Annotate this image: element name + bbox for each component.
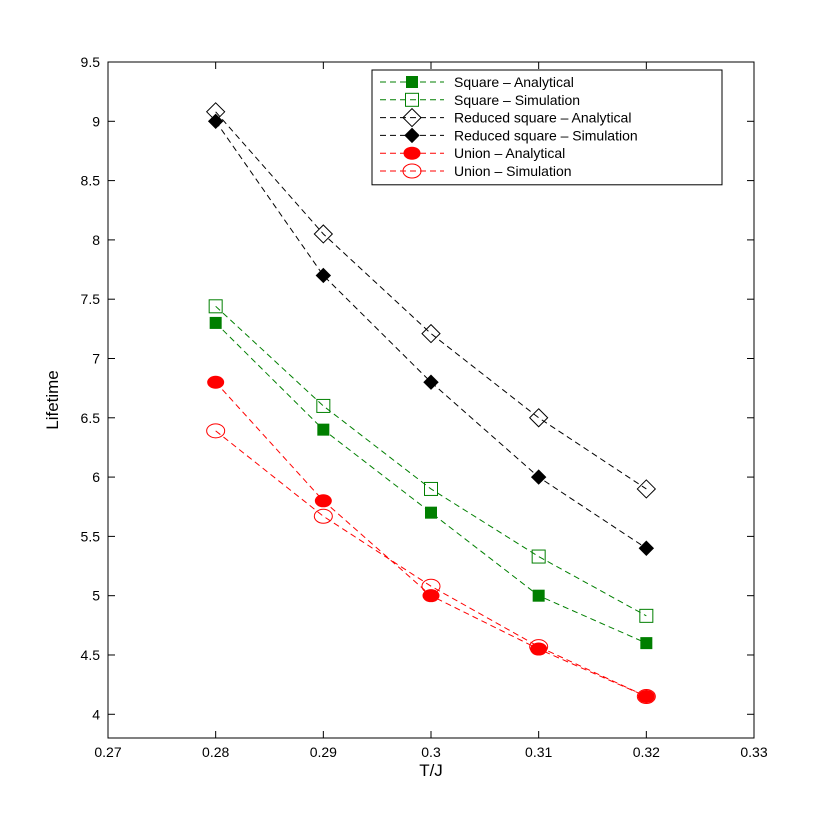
- series-layer: [205, 102, 657, 704]
- legend-label: Square – Simulation: [454, 92, 580, 108]
- y-tick-label: 7.5: [81, 291, 101, 307]
- data-point: [316, 398, 331, 413]
- legend-entry: Union – Simulation: [380, 163, 572, 179]
- y-tick-label: 6.5: [81, 410, 101, 426]
- data-point: [208, 299, 223, 314]
- series-0: [209, 316, 653, 650]
- data-point: [529, 639, 549, 655]
- y-tick-label: 8.5: [81, 173, 101, 189]
- data-point: [206, 423, 226, 439]
- data-point: [421, 323, 441, 344]
- series-2: [205, 102, 657, 499]
- legend-label: Reduced square – Simulation: [454, 127, 638, 143]
- data-point: [317, 423, 330, 436]
- data-point: [640, 637, 653, 650]
- series-3: [207, 113, 655, 556]
- series-1: [208, 299, 654, 623]
- y-tick-label: 7: [92, 350, 100, 366]
- axis-ticks: 0.27 0.28 0.29 0.3 0.31 0.32 0.33 4 4.5 5 5.5 6 6.5 7…: [81, 54, 768, 760]
- x-tick-label: 0.32: [633, 744, 660, 760]
- y-tick-label: 8: [92, 232, 100, 248]
- y-tick-label: 5.5: [81, 528, 101, 544]
- legend-entry: Square – Simulation: [380, 92, 580, 108]
- y-tick-label: 9: [92, 113, 100, 129]
- legend-entry: Reduced square – Analytical: [380, 107, 631, 128]
- series-line: [215, 322, 647, 644]
- series-line: [215, 121, 647, 549]
- x-tick-label: 0.27: [94, 744, 121, 760]
- legend-label: Reduced square – Analytical: [454, 110, 631, 126]
- legend-marker: [406, 76, 418, 88]
- legend-box: [371, 69, 723, 186]
- x-tick-label: 0.31: [525, 744, 552, 760]
- data-point: [315, 267, 332, 284]
- data-point: [528, 408, 549, 428]
- data-point: [636, 479, 657, 499]
- legend-marker: [402, 163, 422, 179]
- y-tick-label: 5: [92, 588, 100, 604]
- y-tick-label: 4: [92, 706, 100, 722]
- y-tick-label: 4.5: [81, 647, 101, 663]
- x-tick-label: 0.33: [740, 744, 767, 760]
- x-tick-label: 0.3: [421, 744, 441, 760]
- data-point: [313, 508, 333, 524]
- series-line: [215, 430, 647, 697]
- data-point: [639, 608, 654, 623]
- legend-marker: [402, 107, 422, 128]
- legend-marker: [403, 146, 421, 160]
- data-point: [207, 375, 225, 389]
- data-point: [314, 494, 332, 508]
- x-tick-label: 0.29: [310, 744, 337, 760]
- x-tick-label: 0.28: [202, 744, 229, 760]
- y-tick-label: 6: [92, 469, 100, 485]
- y-tick-label: 9.5: [81, 54, 101, 70]
- legend-label: Square – Analytical: [454, 74, 574, 90]
- y-axis-label: Lifetime: [43, 370, 62, 430]
- data-point: [532, 589, 545, 602]
- legend-label: Union – Analytical: [454, 145, 565, 161]
- data-point: [313, 224, 334, 244]
- data-point: [636, 688, 656, 704]
- data-point: [207, 113, 224, 130]
- data-point: [209, 316, 222, 329]
- legend: Square – Analytical Square – Simulation Re…: [371, 69, 723, 186]
- x-axis-label: T/J: [419, 761, 443, 780]
- legend-entry: Union – Analytical: [380, 145, 565, 161]
- data-point: [638, 540, 655, 556]
- legend-entry: Reduced square – Simulation: [380, 127, 638, 143]
- series-5: [206, 423, 656, 704]
- legend-entry: Square – Analytical: [380, 74, 574, 90]
- series-line: [215, 305, 647, 617]
- legend-marker: [405, 92, 419, 107]
- legend-label: Union – Simulation: [454, 163, 572, 179]
- data-point: [424, 481, 438, 496]
- data-point: [423, 374, 439, 390]
- data-point: [425, 506, 437, 519]
- legend-marker: [404, 127, 420, 144]
- data-point: [530, 469, 547, 485]
- data-point: [637, 689, 655, 703]
- data-point: [421, 578, 441, 594]
- data-point: [531, 549, 546, 564]
